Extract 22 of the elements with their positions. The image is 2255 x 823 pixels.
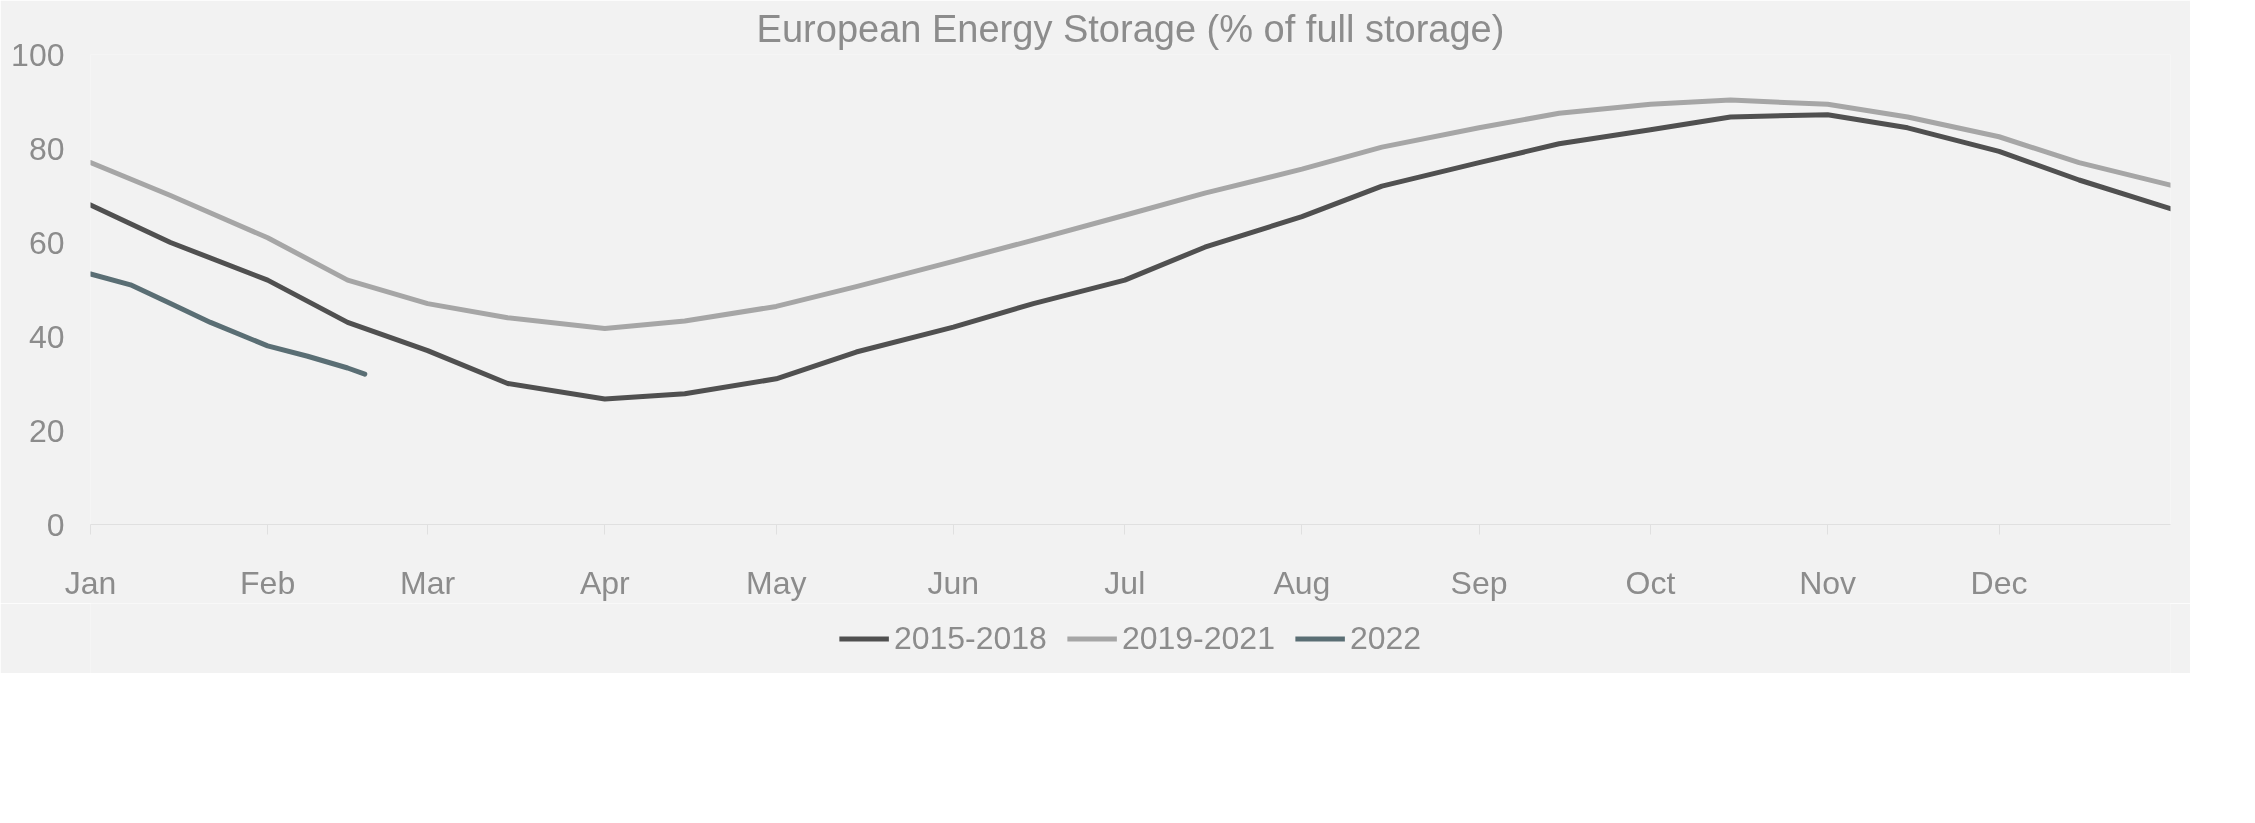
y-tick-label: 60 xyxy=(28,224,65,261)
x-tick-label: Feb xyxy=(240,564,296,601)
y-tick-label: 20 xyxy=(28,412,65,449)
x-tick-label: Jun xyxy=(927,564,980,601)
x-tick-label: Mar xyxy=(400,564,456,601)
x-tick-label: Apr xyxy=(579,564,631,601)
x-tick-label: Aug xyxy=(1273,564,1331,601)
y-tick-label: 40 xyxy=(28,318,65,355)
legend-label: 2015-2018 xyxy=(893,619,1047,657)
x-tick-label: May xyxy=(745,564,807,601)
x-tick-label: Oct xyxy=(1625,564,1676,601)
legend-label: 2022 xyxy=(1349,619,1422,657)
x-tick-label: Dec xyxy=(1970,564,2028,601)
chart-title: European Energy Storage (% of full storage) xyxy=(756,7,1505,50)
legend-label: 2019-2021 xyxy=(1121,619,1275,657)
x-tick-label: Jan xyxy=(64,564,117,601)
y-tick-label: 80 xyxy=(28,130,65,167)
y-tick-label: 0 xyxy=(46,506,65,543)
y-tick-label: 100 xyxy=(11,36,65,73)
x-tick-label: Jul xyxy=(1104,564,1146,601)
x-tick-label: Sep xyxy=(1450,564,1508,601)
x-tick-label: Nov xyxy=(1799,564,1857,601)
